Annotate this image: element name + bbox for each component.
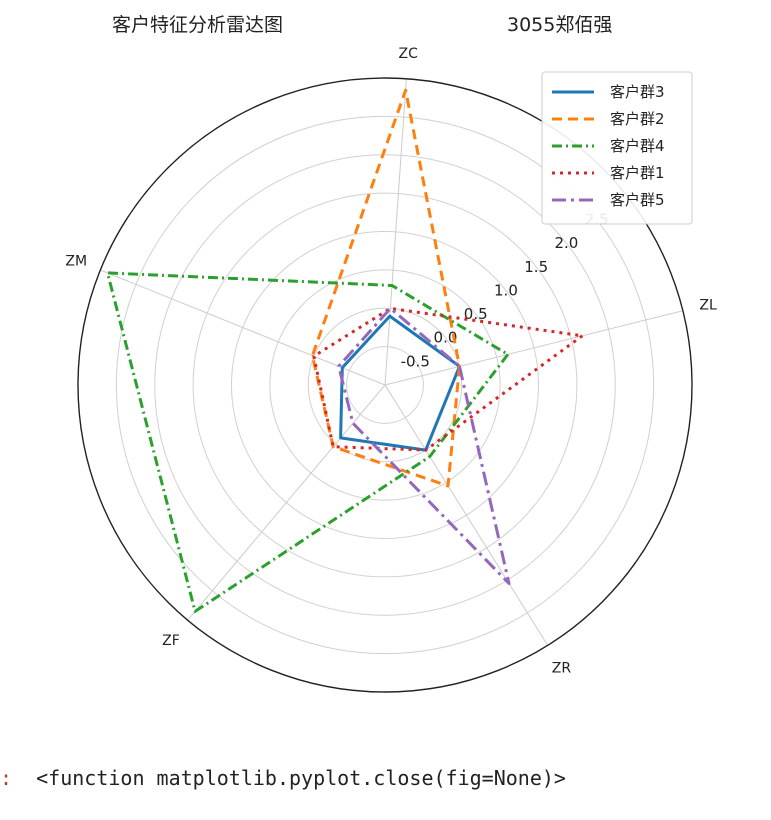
series-line-1 xyxy=(339,314,461,452)
grid-spoke xyxy=(384,310,684,386)
legend-label-4: 客户群1 xyxy=(610,164,665,182)
grid-circle xyxy=(307,307,463,463)
author-title: 3055郑佰强 xyxy=(507,14,613,36)
legend-label-3: 客户群4 xyxy=(610,137,665,155)
grid-circle xyxy=(115,115,655,655)
legend-box xyxy=(541,71,693,225)
legend-label-5: 客户群5 xyxy=(610,191,665,209)
grid-spoke xyxy=(384,384,549,646)
axis-label-zm: ZM xyxy=(65,253,87,269)
series-line-3 xyxy=(106,271,510,613)
legend-label-1: 客户群3 xyxy=(610,83,665,101)
output-prompt: : xyxy=(0,766,13,790)
radial-tick-label: 0.0 xyxy=(434,329,458,347)
grid-circle xyxy=(346,346,424,424)
radial-tick-label: 1.5 xyxy=(524,258,548,276)
polar-frame xyxy=(77,77,693,693)
series-line-2 xyxy=(310,88,461,488)
grid-spoke xyxy=(384,78,407,386)
grid-circle xyxy=(154,154,616,616)
series-line-4 xyxy=(312,306,584,452)
radial-tick-label: 1.0 xyxy=(494,281,518,299)
grid-spoke xyxy=(187,384,386,621)
legend-label-2: 客户群2 xyxy=(610,110,665,128)
axis-label-zc: ZC xyxy=(399,46,419,62)
grid-circle xyxy=(192,192,578,578)
axis-label-zl: ZL xyxy=(699,297,717,313)
grid-circle xyxy=(231,231,539,539)
axis-label-zr: ZR xyxy=(552,660,572,676)
radial-tick-label: 0.5 xyxy=(464,305,488,323)
grid-circle xyxy=(269,269,501,501)
chart-title: 客户特征分析雷达图 xyxy=(112,14,284,36)
series-line-5 xyxy=(337,306,511,585)
radial-tick-label: 2.0 xyxy=(555,234,579,252)
cell-output: : <function matplotlib.pyplot.close(fig=… xyxy=(0,766,566,790)
axis-label-zf: ZF xyxy=(162,633,180,649)
radial-tick-label: -0.5 xyxy=(401,352,430,370)
radar-chart: ZLZRZFZMZC-0.50.00.51.01.52.02.5客户群3客户群2… xyxy=(65,46,717,693)
output-text: <function matplotlib.pyplot.close(fig=No… xyxy=(36,766,566,790)
